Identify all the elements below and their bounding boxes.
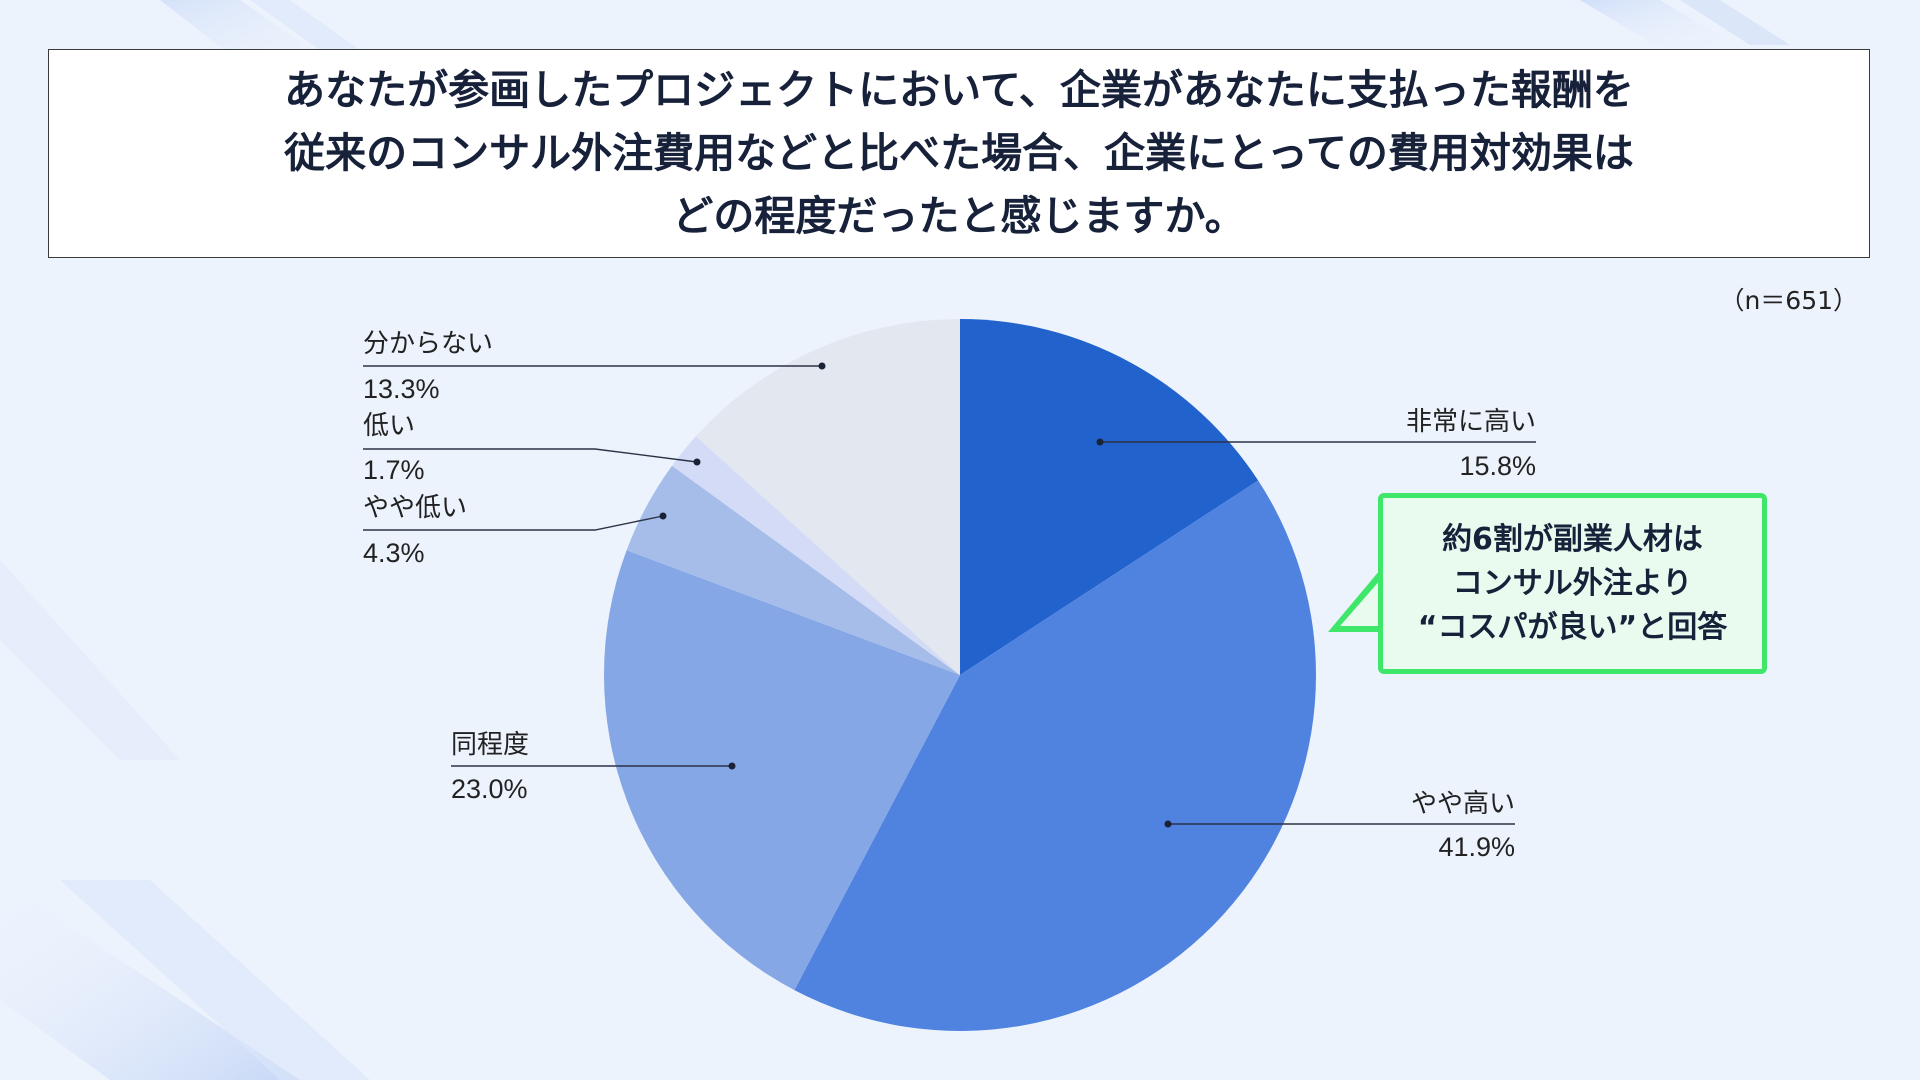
leader-line-5: [363, 448, 698, 463]
slice-label-6: 分からない: [363, 329, 493, 359]
leader-dot-2: [1164, 820, 1172, 828]
callout-line-3: “コスパが良い”と回答: [1417, 609, 1728, 645]
pie-slice-1: [960, 318, 1259, 675]
question-title-box: あなたが参画したプロジェクトにおいて、企業があなたに支払った報酬を 従来のコンサ…: [48, 49, 1870, 258]
sample-size-label: （n＝651）: [1719, 286, 1858, 315]
slice-label-4: やや低い: [363, 493, 467, 523]
slice-label-1: 非常に高い: [1406, 407, 1536, 437]
highlight-callout: 約6割が副業人材は コンサル外注より “コスパが良い”と回答: [1378, 493, 1767, 674]
leader-dot-6: [818, 362, 826, 370]
leader-dot-1: [1096, 438, 1104, 446]
slice-label-2: やや高い: [1411, 789, 1515, 819]
slice-value-1: 15.8%: [1459, 451, 1536, 481]
question-title-line-3: どの程度だったと感じますか。: [672, 192, 1246, 240]
slice-value-3: 23.0%: [451, 774, 528, 804]
leader-dot-4: [659, 512, 667, 520]
pie-slice-2: [794, 480, 1316, 1031]
leader-line-4: [363, 515, 664, 531]
leader-dot-3: [728, 762, 736, 770]
callout-line-1: 約6割が副業人材は: [1442, 521, 1703, 557]
question-title-line-2: 従来のコンサル外注費用などと比べた場合、企業にとっての費用対効果は: [284, 129, 1634, 177]
callout-pointer: [1328, 570, 1382, 632]
slice-value-5: 1.7%: [363, 455, 425, 485]
callout-line-2: コンサル外注より: [1452, 565, 1693, 601]
slice-label-3: 同程度: [451, 730, 529, 760]
slice-label-5: 低い: [363, 411, 415, 441]
pie-slice-4: [626, 465, 960, 675]
question-title-line-1: あなたが参画したプロジェクトにおいて、企業があなたに支払った報酬を: [284, 66, 1634, 114]
pie-slice-3: [604, 550, 960, 991]
pie-slice-5: [671, 436, 960, 675]
slice-value-6: 13.3%: [363, 374, 440, 404]
slice-value-4: 4.3%: [363, 538, 425, 568]
pie-slice-6: [695, 319, 960, 675]
leader-dot-5: [693, 458, 701, 466]
slice-value-2: 41.9%: [1438, 832, 1515, 862]
